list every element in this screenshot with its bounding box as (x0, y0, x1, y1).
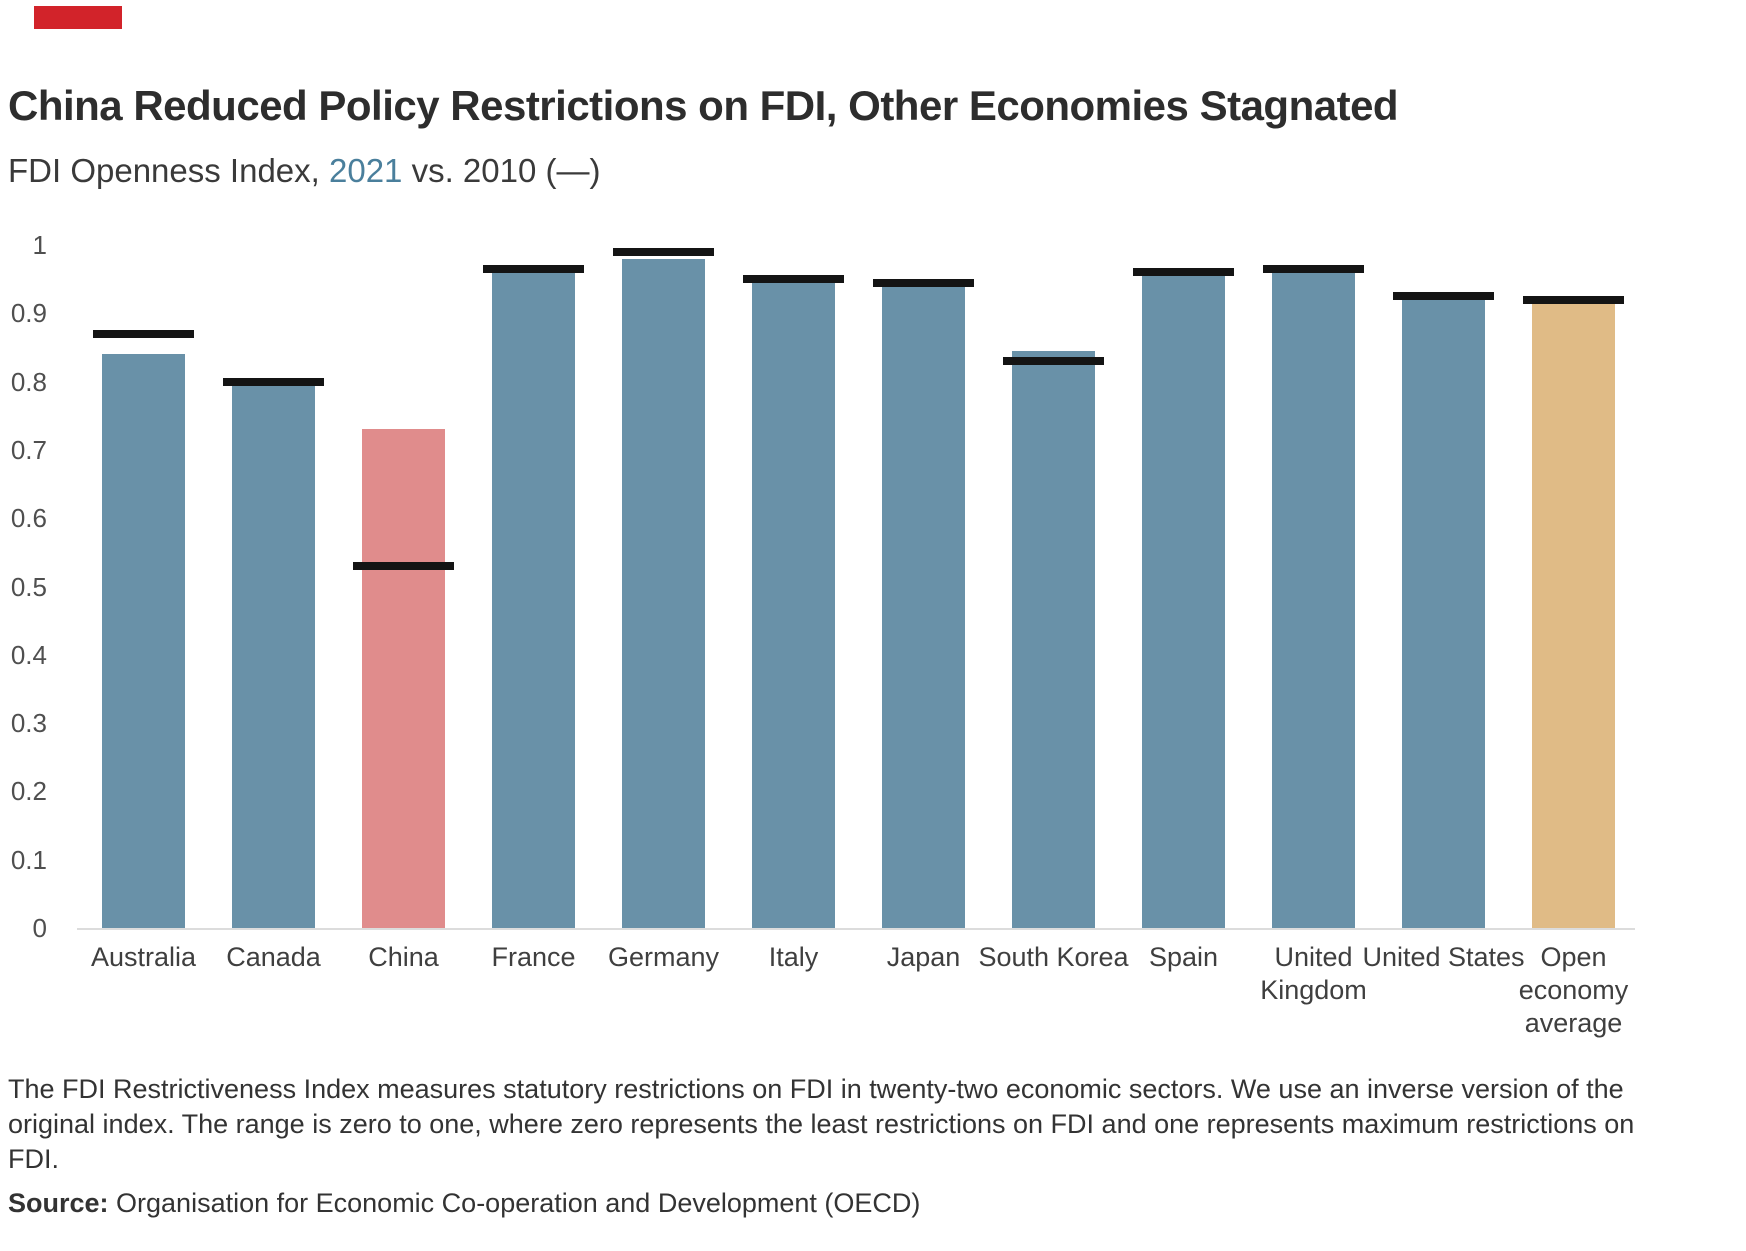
bar-2021-japan (882, 285, 965, 928)
marker-2010-spain (1133, 268, 1234, 277)
source-text: Organisation for Economic Co-operation a… (108, 1188, 921, 1218)
bar-2021-open-economy-average (1532, 303, 1615, 928)
subtitle-suffix: vs. 2010 (—) (402, 152, 601, 189)
source-line: Source: Organisation for Economic Co-ope… (8, 1186, 1738, 1221)
bar-2021-united-states (1402, 299, 1485, 928)
bar-2021-australia (102, 354, 185, 928)
subtitle-year-2021: 2021 (329, 152, 403, 189)
source-label: Source: (8, 1188, 109, 1218)
y-tick-label: 0.4 (10, 639, 47, 670)
x-axis-label: United Kingdom (1260, 942, 1367, 1005)
x-axis-label: United States (1362, 942, 1525, 972)
x-axis-label: Japan (886, 942, 961, 972)
marker-2010-united-states (1393, 292, 1494, 301)
brand-red-rectangle (34, 6, 122, 29)
subtitle-prefix: FDI Openness Index, (8, 152, 329, 189)
x-axis-label: South Korea (978, 942, 1129, 972)
y-tick-label: 0.5 (10, 571, 47, 602)
marker-2010-canada (223, 377, 324, 386)
marker-2010-france (483, 264, 584, 273)
y-tick-label: 1 (32, 230, 47, 260)
x-axis-label: Canada (226, 942, 321, 972)
bar-2021-france (492, 272, 575, 928)
bar-2021-italy (752, 282, 835, 928)
bar-2021-spain (1142, 275, 1225, 928)
y-tick-label: 0.3 (10, 708, 47, 739)
marker-2010-japan (873, 278, 974, 287)
x-axis-label: Open economy average (1518, 942, 1629, 1038)
x-axis-label: Australia (90, 942, 197, 972)
marker-2010-australia (93, 329, 194, 338)
bar-2021-united-kingdom (1272, 272, 1355, 928)
x-axis-label: China (368, 942, 439, 972)
marker-2010-italy (743, 275, 844, 284)
chart-subtitle: FDI Openness Index, 2021 vs. 2010 (—) (8, 152, 1408, 190)
y-tick-label: 0.7 (10, 434, 47, 465)
bar-2021-south-korea (1012, 350, 1095, 928)
x-axis-label: France (491, 942, 576, 972)
marker-2010-united-kingdom (1263, 264, 1364, 273)
x-axis-baseline (77, 928, 1635, 930)
bar-2021-canada (232, 385, 315, 928)
bar-2021-germany (622, 258, 705, 928)
footnote: The FDI Restrictiveness Index measures s… (8, 1072, 1738, 1221)
y-tick-label: 0.8 (10, 366, 47, 397)
x-axis-label: Italy (768, 942, 819, 972)
x-axis-label: Germany (607, 942, 720, 972)
footnote-line: original index. The range is zero to one… (8, 1109, 1635, 1139)
x-axis-label: Spain (1148, 942, 1219, 972)
y-tick-label: 0.9 (10, 298, 47, 329)
marker-2010-germany (613, 247, 714, 256)
marker-2010-china (353, 562, 454, 570)
y-tick-label: 0.6 (10, 503, 47, 534)
chart-title: China Reduced Policy Restrictions on FDI… (8, 82, 1399, 129)
footnote-text: The FDI Restrictiveness Index measures s… (8, 1072, 1738, 1177)
y-tick-label: 0.1 (10, 844, 47, 875)
marker-2010-south-korea (1003, 357, 1104, 366)
y-tick-label: 0 (32, 913, 47, 943)
footnote-line: FDI. (8, 1144, 59, 1174)
y-tick-label: 0.2 (10, 776, 47, 807)
marker-2010-open-economy-average (1523, 295, 1624, 304)
footnote-line: The FDI Restrictiveness Index measures s… (8, 1074, 1624, 1104)
bar-2021-china (362, 429, 445, 928)
